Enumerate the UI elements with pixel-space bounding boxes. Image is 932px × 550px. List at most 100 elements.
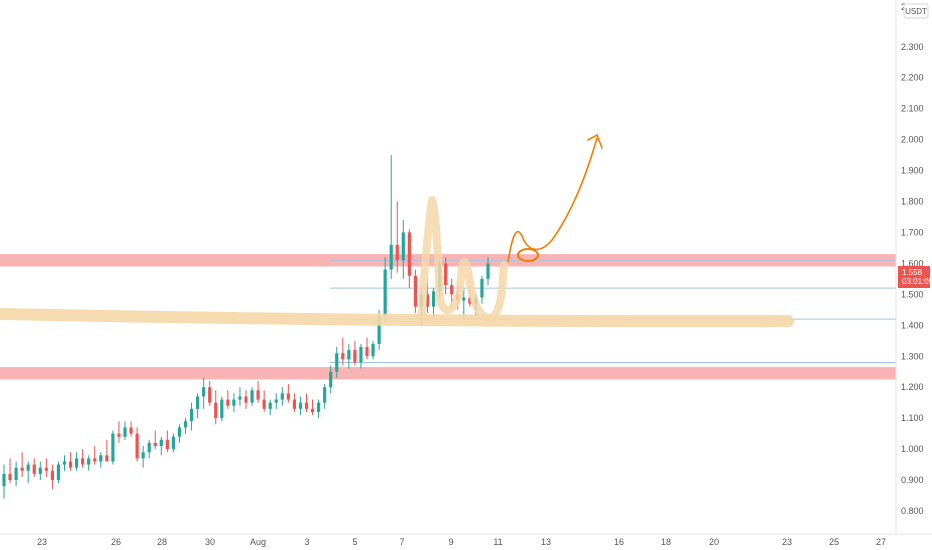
breakout-circle: [517, 248, 539, 262]
candle-49: [298, 396, 303, 416]
candle-68: [413, 269, 417, 313]
candle-40: [244, 390, 248, 409]
candle-body: [56, 464, 61, 481]
candle-59: [359, 343, 363, 369]
candle-33: [202, 377, 206, 409]
candle-body: [196, 396, 200, 409]
candle-body: [44, 467, 48, 471]
candle-body: [395, 244, 399, 261]
candle-19: [117, 421, 121, 443]
candle-body: [310, 408, 315, 412]
candle-body: [274, 399, 278, 403]
candle-25: [153, 430, 157, 450]
candle-body: [87, 458, 91, 465]
time-tick-label: 9: [448, 537, 453, 547]
candle-7: [44, 458, 48, 477]
candle-46: [280, 387, 284, 406]
candle-45: [274, 393, 278, 409]
time-tick-label: 26: [111, 537, 121, 547]
candle-35: [214, 390, 218, 425]
candle-body: [365, 346, 369, 357]
price-tick-label: 0.800: [901, 506, 924, 516]
candle-43: [262, 390, 266, 412]
candle-5: [32, 458, 36, 477]
support-band-drawing: [0, 308, 794, 328]
price-tick-label: 1.800: [901, 197, 924, 207]
candle-body: [486, 263, 490, 279]
candle-body: [431, 291, 436, 307]
pattern-highlight: [418, 196, 508, 322]
candle-body: [202, 387, 206, 397]
candle-body: [383, 269, 387, 317]
candle-body: [450, 285, 454, 295]
candle-65: [395, 201, 399, 273]
candle-body: [226, 399, 230, 406]
time-tick-label: 3: [304, 537, 309, 547]
price-tick-label: 1.300: [901, 351, 924, 361]
candle-body: [183, 421, 188, 428]
candle-body: [329, 371, 333, 388]
candle-body: [123, 427, 127, 437]
price-tick-label: 2.000: [901, 135, 924, 145]
candle-body: [165, 439, 169, 450]
candle-50: [304, 393, 309, 412]
candle-body: [262, 399, 266, 409]
candle-body: [323, 387, 327, 403]
time-tick-label: 20: [709, 537, 719, 547]
projection-arrow: [507, 137, 598, 263]
time-axis[interactable]: 23 26 28 30 Aug 3 5 7 9 11 13 16 18 20 23 25 27: [37, 537, 886, 547]
candle-body: [20, 467, 24, 471]
candle-body: [407, 232, 411, 276]
candle-body: [304, 402, 309, 409]
candle-body: [2, 473, 6, 487]
price-tick-label: 1.100: [901, 413, 924, 423]
candle-body: [8, 473, 12, 481]
candle-3: [20, 452, 24, 477]
time-tick-label: 18: [661, 537, 671, 547]
last-price-box: [898, 266, 930, 288]
candle-20: [123, 421, 127, 440]
price-tick-label: 1.000: [901, 444, 924, 454]
candle-8: [50, 464, 54, 490]
candle-54: [329, 365, 333, 394]
candle-body: [14, 467, 18, 481]
candle-44: [268, 399, 272, 416]
candle-body: [401, 232, 405, 261]
time-tick-label: 13: [541, 537, 551, 547]
candle-21: [129, 421, 133, 437]
price-tick-label: 2.200: [901, 73, 924, 83]
candle-body: [317, 402, 321, 412]
price-tick-label: 0.900: [901, 475, 924, 485]
candle-17: [105, 439, 109, 462]
candle-body: [238, 396, 242, 400]
time-tick-label: 16: [614, 537, 624, 547]
candle-1: [8, 458, 12, 484]
candle-15: [93, 446, 97, 465]
candle-body: [268, 402, 272, 409]
candle-body: [62, 461, 67, 465]
candle-42: [256, 381, 260, 403]
candle-body: [413, 275, 417, 307]
candle-12: [75, 452, 79, 471]
time-tick-label: 28: [157, 537, 167, 547]
candle-body: [189, 408, 194, 422]
candle-body: [147, 442, 151, 453]
price-axis[interactable]: 0.800 0.900 1.000 1.100 1.200 1.300 1.400 1.500…: [901, 2, 924, 516]
price-tick-label: 1.400: [901, 320, 924, 330]
candle-body: [353, 350, 357, 363]
candle-body: [232, 399, 236, 406]
candle-body: [141, 452, 145, 459]
currency-badge[interactable]: USDT: [903, 3, 929, 19]
countdown-timer: 03:01:09: [902, 277, 932, 286]
candle-55: [335, 346, 339, 378]
candle-34: [208, 381, 212, 406]
candle-body: [153, 442, 157, 447]
candle-66: [401, 220, 405, 279]
candle-47: [286, 384, 290, 403]
candle-64: [389, 155, 393, 279]
candle-71: [431, 288, 436, 320]
candle-body: [105, 455, 109, 462]
candle-body: [280, 393, 284, 400]
candle-body: [359, 346, 363, 363]
